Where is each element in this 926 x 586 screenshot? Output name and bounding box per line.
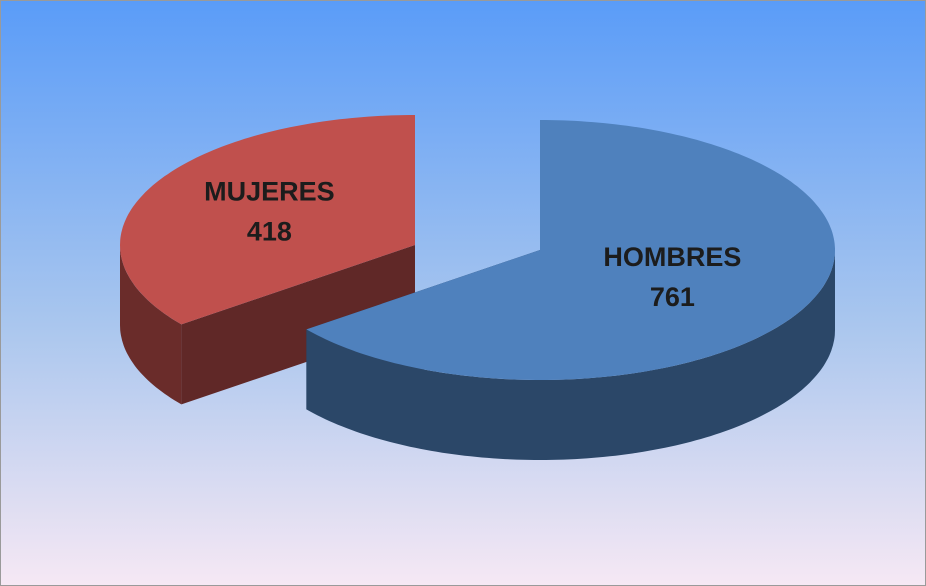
slice-value-label: 761 — [650, 282, 695, 312]
slice-side — [120, 245, 182, 405]
slice-cut-face — [181, 245, 415, 405]
pie — [120, 115, 835, 460]
slice — [306, 120, 835, 380]
slice-category-label: MUJERES — [204, 177, 335, 207]
slice-side — [306, 250, 835, 460]
slice-value-label: 418 — [247, 217, 292, 247]
slice-category-label: HOMBRES — [603, 242, 741, 272]
slice — [120, 115, 415, 325]
